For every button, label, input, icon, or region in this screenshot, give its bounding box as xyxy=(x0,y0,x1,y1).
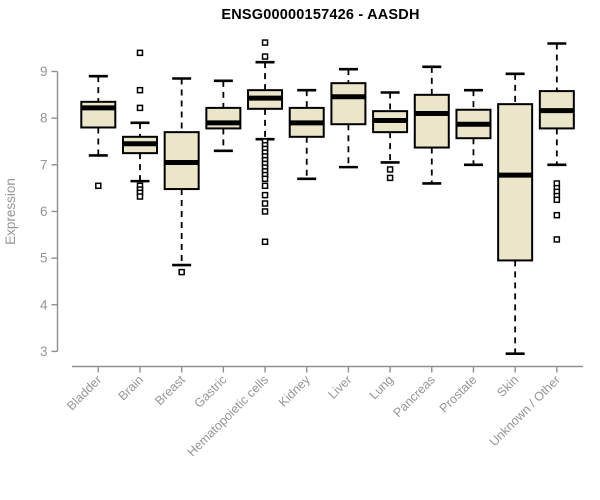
outlier-point xyxy=(386,166,394,173)
outlier-point xyxy=(553,236,561,243)
y-axis: 3 4 5 6 7 8 9 xyxy=(40,64,59,359)
outlier-point xyxy=(136,193,144,200)
boxplot-lung xyxy=(372,91,409,182)
outlier-point xyxy=(386,174,394,182)
boxplot-skin xyxy=(497,72,534,356)
x-tick-label-bladder: Bladder xyxy=(64,373,104,413)
outlier-point xyxy=(553,211,561,219)
chart-title: ENSG00000157426 - AASDH xyxy=(221,7,420,23)
iqr-box xyxy=(413,93,450,149)
boxplot-breast xyxy=(163,77,200,276)
x-tick-label-breast: Breast xyxy=(152,372,188,408)
boxplot-hematopoietic-cells xyxy=(247,39,284,246)
boxplot-kidney xyxy=(288,88,325,181)
outlier-point xyxy=(261,200,269,207)
boxplot-gastric xyxy=(205,79,242,153)
boxplot-liver xyxy=(330,67,367,169)
iqr-box xyxy=(497,103,534,262)
boxplot-unknown-other xyxy=(538,42,575,243)
y-tick-label: 8 xyxy=(40,111,48,126)
x-tick-label-liver: Liver xyxy=(325,373,354,402)
outlier-point xyxy=(261,208,269,215)
x-tick-label-prostate: Prostate xyxy=(437,373,480,416)
boxplot-brain xyxy=(121,49,158,200)
outlier-point xyxy=(178,268,185,276)
y-tick-label: 9 xyxy=(40,64,48,79)
outlier-point xyxy=(136,86,144,94)
x-tick-label-lung: Lung xyxy=(367,373,397,403)
outlier-point xyxy=(261,39,269,46)
iqr-box xyxy=(205,106,242,130)
outlier-point xyxy=(261,182,269,190)
x-tick-label-gastric: Gastric xyxy=(192,373,230,411)
outlier-point xyxy=(136,104,144,112)
outlier-point xyxy=(261,191,269,199)
boxplot-bladder xyxy=(80,74,117,190)
outlier-point xyxy=(261,238,269,246)
x-tick-label-kidney: Kidney xyxy=(276,372,313,409)
outlier-point xyxy=(136,49,144,57)
boxplot-prostate xyxy=(455,88,492,167)
iqr-box xyxy=(330,82,367,126)
x-tick-label-unknown-other: Unknown / Other xyxy=(487,373,563,449)
y-tick-label: 7 xyxy=(40,157,48,172)
y-tick-label: 4 xyxy=(40,297,48,312)
outlier-point xyxy=(553,196,561,204)
outlier-point xyxy=(261,53,269,60)
y-tick-label: 3 xyxy=(40,344,48,359)
x-tick-label-brain: Brain xyxy=(116,373,147,404)
outlier-point xyxy=(261,175,269,183)
y-tick-label: 5 xyxy=(40,251,48,266)
x-tick-label-skin: Skin xyxy=(494,373,521,400)
y-axis-title: Expression xyxy=(3,178,18,245)
x-tick-label-hematopoietic-cells: Hematopoietic cells xyxy=(185,373,272,460)
y-tick-label: 6 xyxy=(40,204,48,219)
x-tick-label-pancreas: Pancreas xyxy=(391,373,438,420)
outlier-point xyxy=(95,182,102,190)
boxplot-pancreas xyxy=(413,65,450,185)
